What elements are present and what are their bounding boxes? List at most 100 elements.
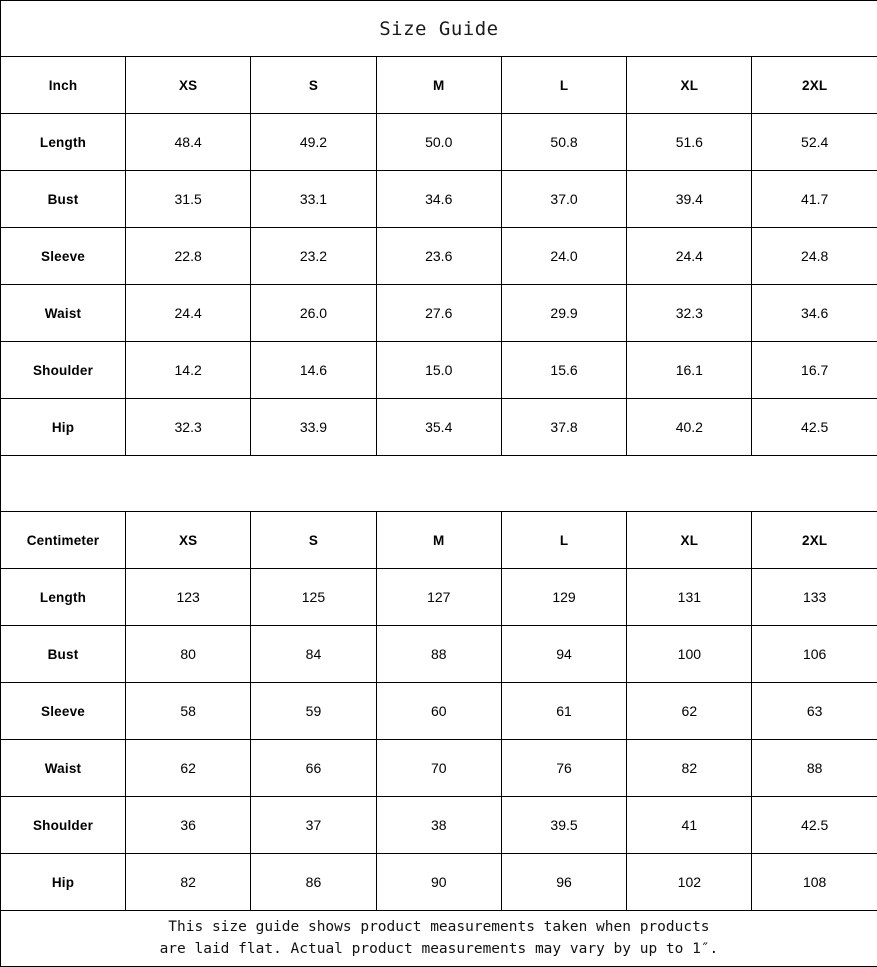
measurement-value: 49.2 [251,114,376,171]
measurement-value: 48.4 [126,114,251,171]
measurement-value: 33.1 [251,171,376,228]
measurement-value: 39.5 [501,797,626,854]
measurement-value: 102 [627,854,752,911]
measurement-value: 39.4 [627,171,752,228]
measurement-value: 106 [752,626,877,683]
measurement-value: 23.2 [251,228,376,285]
measurement-value: 14.6 [251,342,376,399]
measurement-value: 127 [376,569,501,626]
size-header-2xl: 2XL [752,512,877,569]
measurement-value: 129 [501,569,626,626]
measurement-value: 35.4 [376,399,501,456]
measurement-value: 42.5 [752,399,877,456]
measurement-value: 82 [126,854,251,911]
measurement-value: 24.0 [501,228,626,285]
size-header-2xl: 2XL [752,57,877,114]
measurement-value: 76 [501,740,626,797]
measurement-value: 37.0 [501,171,626,228]
page-title: Size Guide [1,1,877,57]
measurement-value: 70 [376,740,501,797]
measurement-value: 41 [627,797,752,854]
size-header-l: L [501,512,626,569]
size-header-s: S [251,512,376,569]
measurement-value: 60 [376,683,501,740]
measurement-value: 88 [752,740,877,797]
measurement-value: 80 [126,626,251,683]
measurement-value: 26.0 [251,285,376,342]
measurement-value: 58 [126,683,251,740]
measurement-value: 88 [376,626,501,683]
measurement-label-sleeve: Sleeve [1,683,126,740]
measurement-value: 15.6 [501,342,626,399]
measurement-label-sleeve: Sleeve [1,228,126,285]
measurement-value: 62 [126,740,251,797]
measurement-value: 90 [376,854,501,911]
size-header-xs: XS [126,57,251,114]
measurement-value: 62 [627,683,752,740]
size-header-xs: XS [126,512,251,569]
unit-label-inch: Inch [1,57,126,114]
measurement-value: 32.3 [126,399,251,456]
measurement-value: 32.3 [627,285,752,342]
measurement-value: 52.4 [752,114,877,171]
measurement-label-hip: Hip [1,399,126,456]
measurement-value: 100 [627,626,752,683]
measurement-value: 24.4 [126,285,251,342]
measurement-label-length: Length [1,114,126,171]
size-header-m: M [376,512,501,569]
footnote-line-1: This size guide shows product measuremen… [1,917,877,939]
size-header-l: L [501,57,626,114]
measurement-value: 50.0 [376,114,501,171]
measurement-value: 14.2 [126,342,251,399]
footnote-cell: This size guide shows product measuremen… [1,911,877,967]
footnote-row: This size guide shows product measuremen… [1,911,877,967]
measurement-value: 61 [501,683,626,740]
measurement-value: 34.6 [376,171,501,228]
size-header-s: S [251,57,376,114]
measurement-value: 34.6 [752,285,877,342]
measurement-label-length: Length [1,569,126,626]
measurement-value: 41.7 [752,171,877,228]
measurement-value: 59 [251,683,376,740]
measurement-value: 108 [752,854,877,911]
measurement-value: 37.8 [501,399,626,456]
measurement-label-waist: Waist [1,740,126,797]
unit-label-centimeter: Centimeter [1,512,126,569]
title-row: Size Guide [1,1,877,57]
measurement-value: 24.4 [627,228,752,285]
measurement-value: 16.7 [752,342,877,399]
measurement-value: 38 [376,797,501,854]
measurement-label-bust: Bust [1,626,126,683]
section-spacer-cell [1,456,877,512]
size-header-m: M [376,57,501,114]
measurement-label-shoulder: Shoulder [1,797,126,854]
measurement-value: 131 [627,569,752,626]
measurement-value: 27.6 [376,285,501,342]
measurement-value: 16.1 [627,342,752,399]
measurement-value: 96 [501,854,626,911]
measurement-value: 33.9 [251,399,376,456]
measurement-value: 24.8 [752,228,877,285]
measurement-value: 133 [752,569,877,626]
measurement-value: 51.6 [627,114,752,171]
measurement-value: 63 [752,683,877,740]
measurement-value: 94 [501,626,626,683]
measurement-label-waist: Waist [1,285,126,342]
measurement-value: 123 [126,569,251,626]
measurement-value: 125 [251,569,376,626]
measurement-value: 15.0 [376,342,501,399]
